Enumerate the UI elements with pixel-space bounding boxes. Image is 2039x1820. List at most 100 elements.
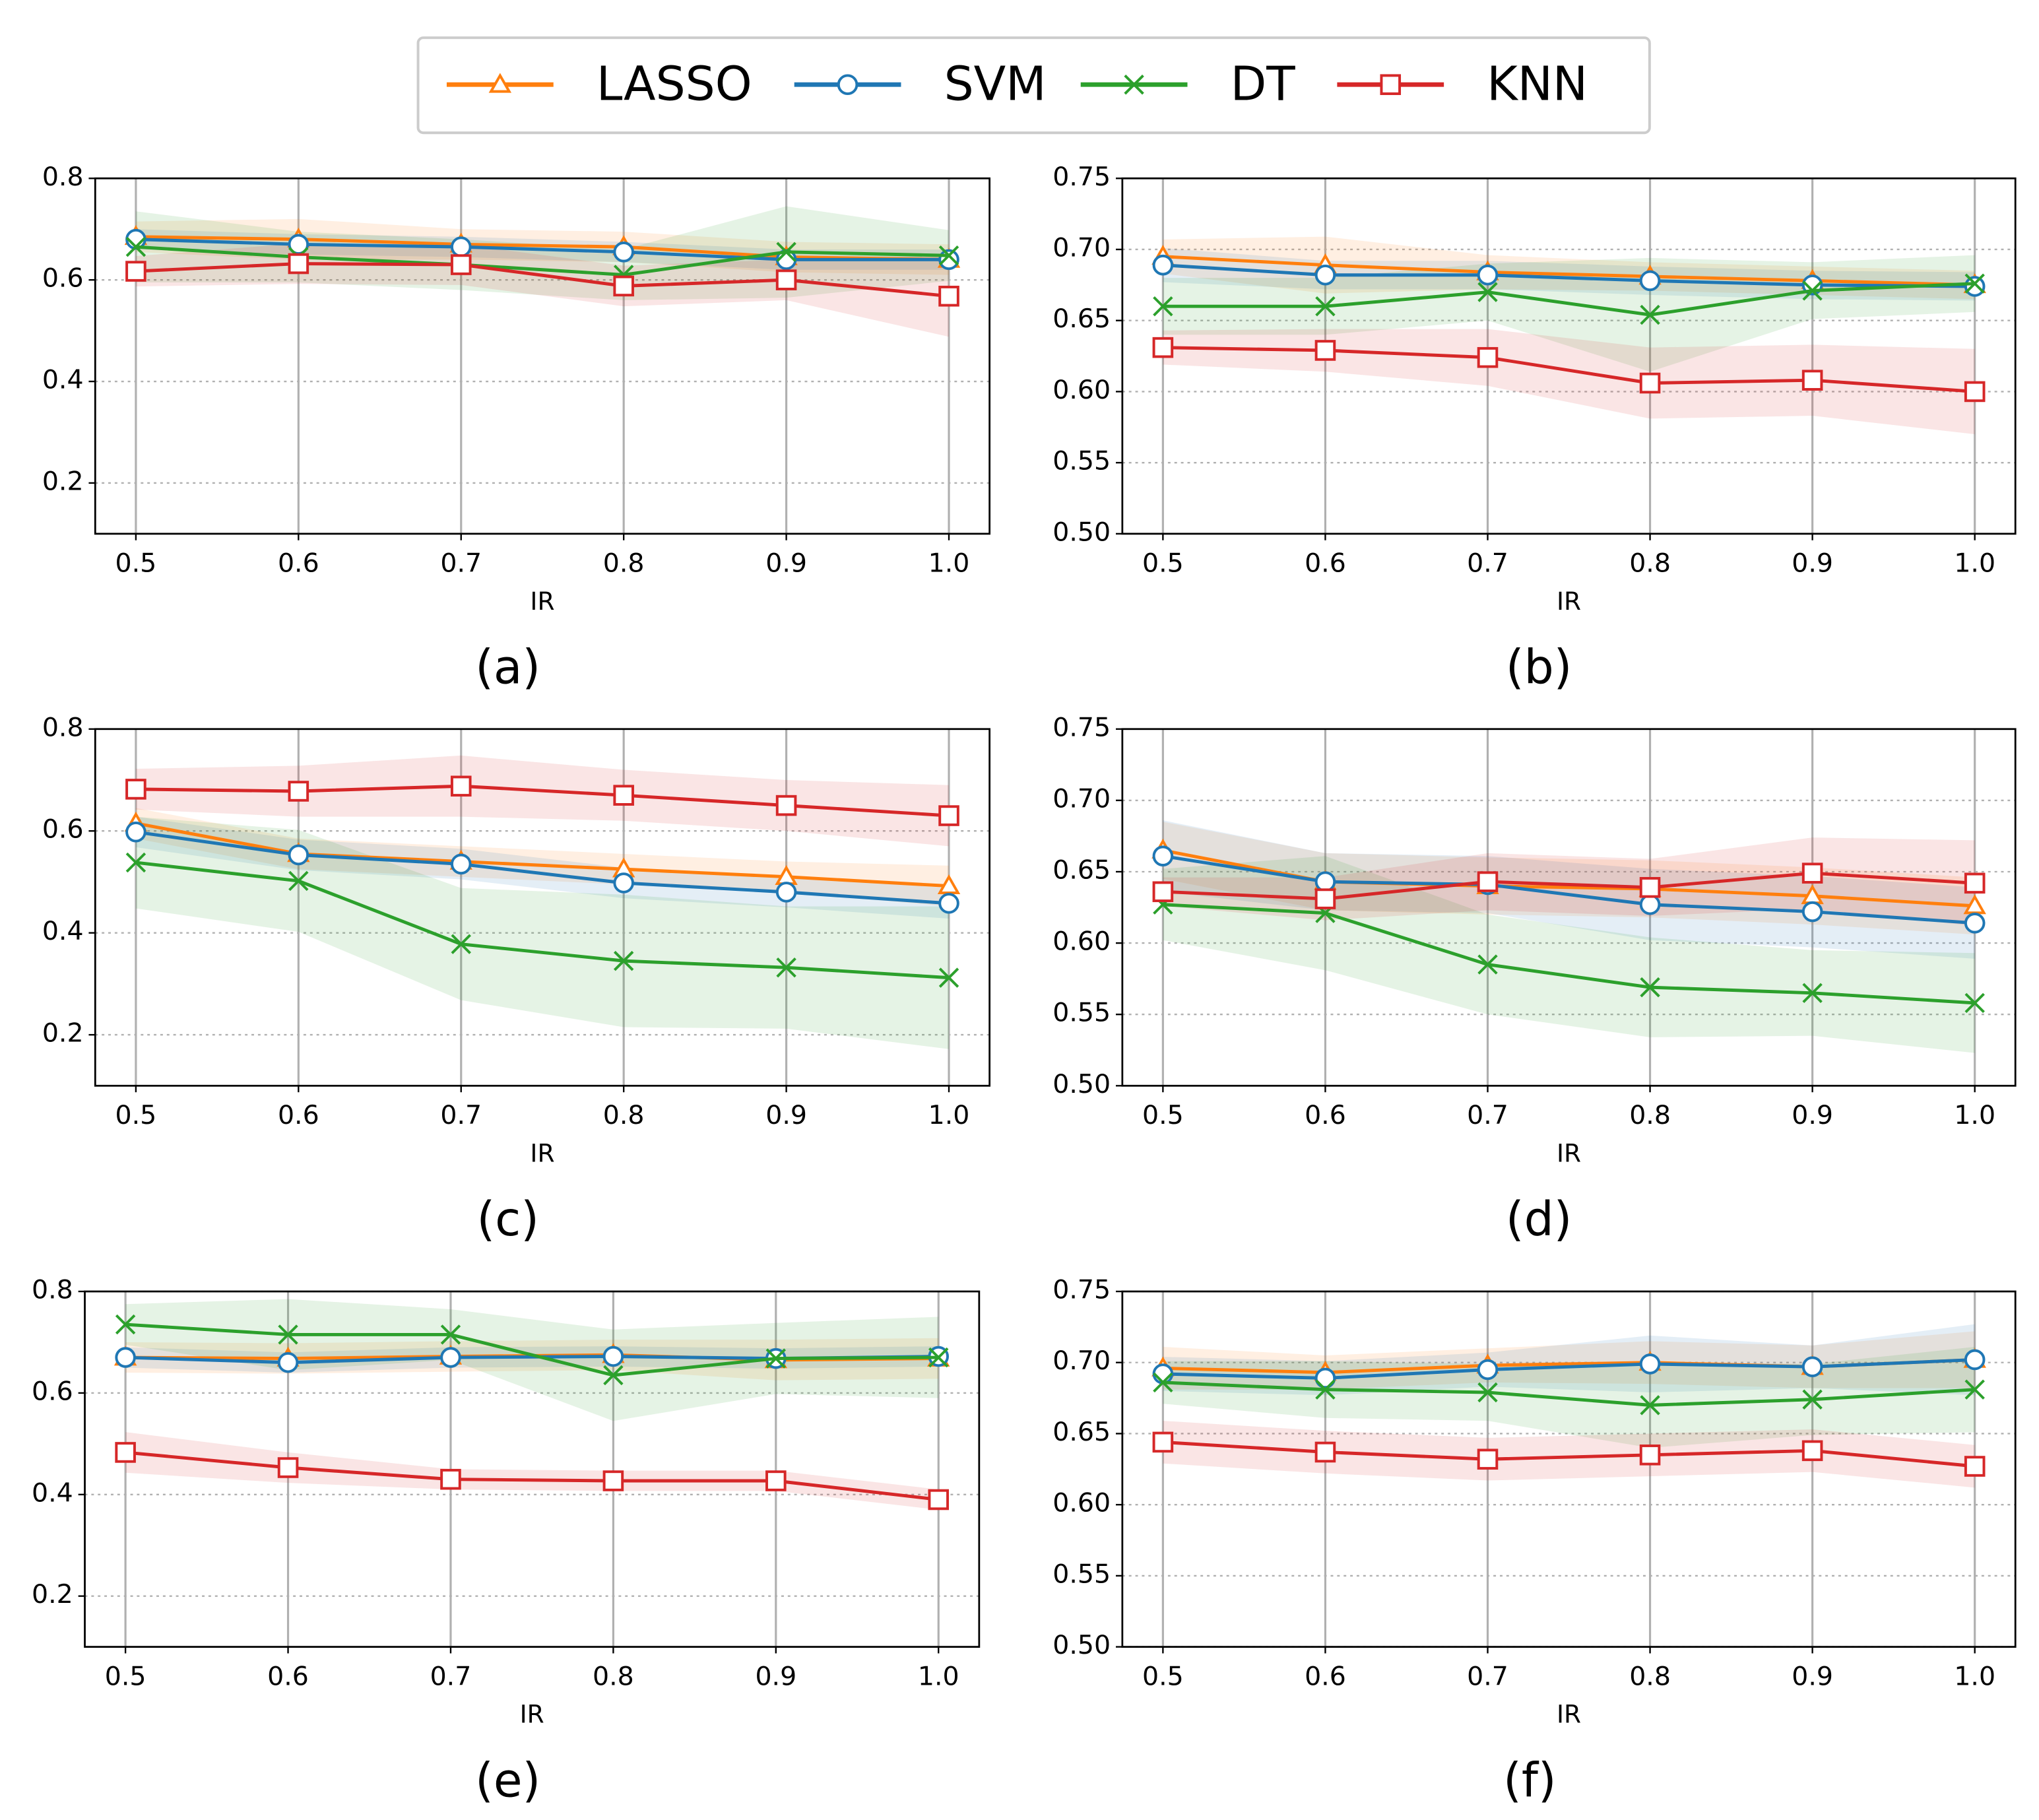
series-line <box>135 245 950 276</box>
x-tick-label: 0.6 <box>278 1100 319 1130</box>
marker <box>938 805 959 826</box>
y-tick-label: 0.75 <box>1052 162 1111 192</box>
marker <box>1152 1363 1174 1384</box>
marker <box>776 957 796 978</box>
y-tick-label: 0.6 <box>42 814 84 845</box>
marker <box>1802 983 1823 1003</box>
x-tick-label: 0.7 <box>1467 1661 1508 1691</box>
x-tick-label: 0.5 <box>105 1661 146 1691</box>
caption: (e) <box>475 1753 540 1807</box>
marker <box>440 1324 461 1345</box>
y-tick-label: 0.75 <box>1052 1275 1111 1305</box>
marker <box>602 1470 624 1491</box>
series-line <box>1163 346 1975 393</box>
marker <box>125 779 146 800</box>
subplot: 0.2 0.4 0.6 0.8 0.5 0.6 0.7 0.8 0.9 1.0 IR (e) <box>32 1275 981 1807</box>
x-tick-label: 0.5 <box>1142 548 1184 579</box>
y-tick-label: 0.65 <box>1052 1417 1111 1447</box>
x-tick-label: 0.9 <box>1792 1661 1833 1691</box>
axes-frame <box>1121 177 2017 535</box>
marker <box>1801 862 1823 884</box>
marker <box>1964 872 1986 894</box>
marker <box>1964 1379 1985 1400</box>
series-line <box>1163 282 1975 317</box>
marker <box>288 844 309 866</box>
x-tick-label: 0.7 <box>440 1100 482 1130</box>
error-band <box>1163 329 1975 435</box>
marker <box>938 249 959 271</box>
marker <box>602 1346 624 1367</box>
error-band <box>1163 856 1975 1053</box>
x-tick-label: 0.9 <box>765 1100 807 1130</box>
x-axis-label: IR <box>520 1700 544 1729</box>
x-axis-label: IR <box>1557 1700 1581 1729</box>
marker <box>1964 381 1986 403</box>
x-tick-label: 0.8 <box>603 548 645 579</box>
y-tick-label: 0.8 <box>32 1275 73 1305</box>
marker <box>1152 337 1174 358</box>
marker <box>1314 1367 1336 1389</box>
x-axis-label: IR <box>530 1138 554 1167</box>
marker <box>115 1314 136 1335</box>
error-band <box>1163 820 1975 959</box>
error-band <box>135 206 950 300</box>
marker <box>1639 270 1661 292</box>
marker <box>288 781 309 802</box>
marker <box>1639 894 1661 915</box>
marker <box>1152 1431 1174 1453</box>
marker <box>1964 273 1985 294</box>
x-tick-label: 0.8 <box>1629 1661 1671 1691</box>
x-tick-label: 0.9 <box>755 1661 796 1691</box>
marker <box>613 950 634 971</box>
series-line <box>135 235 950 261</box>
marker <box>1380 74 1402 96</box>
x-tick-label: 0.7 <box>1467 1100 1508 1130</box>
x-tick-label: 0.5 <box>115 548 157 579</box>
x-tick-label: 0.9 <box>1792 548 1833 579</box>
x-tick-label: 1.0 <box>1954 548 1995 579</box>
y-tick-label: 0.8 <box>42 162 84 192</box>
marker <box>125 236 146 257</box>
marker <box>776 242 796 263</box>
y-tick-label: 0.65 <box>1052 304 1111 334</box>
series-line <box>1163 1440 1975 1468</box>
x-tick-label: 0.8 <box>593 1661 634 1691</box>
marker <box>450 254 472 275</box>
marker <box>1801 901 1823 923</box>
marker <box>613 872 634 894</box>
y-tick-label: 0.50 <box>1052 1630 1111 1660</box>
x-tick-label: 0.7 <box>1467 548 1508 579</box>
y-tick-label: 0.2 <box>42 466 84 496</box>
marker <box>1964 1456 1986 1477</box>
marker <box>450 775 472 797</box>
marker <box>1640 1395 1660 1415</box>
marker <box>125 261 146 282</box>
y-tick-label: 0.70 <box>1052 783 1111 814</box>
plot-area <box>95 729 990 1086</box>
x-tick-label: 1.0 <box>1954 1100 1995 1130</box>
y-tick-label: 0.8 <box>42 712 84 742</box>
series-line <box>135 830 950 905</box>
y-tick-label: 0.2 <box>32 1579 73 1609</box>
series-line <box>135 238 950 261</box>
x-tick-label: 0.6 <box>1305 1661 1346 1691</box>
error-band <box>125 1346 939 1373</box>
marker <box>1477 1382 1498 1403</box>
plot-area <box>84 1291 979 1647</box>
x-tick-label: 0.8 <box>1629 1100 1671 1130</box>
marker <box>1153 1372 1173 1393</box>
marker <box>1477 871 1499 892</box>
plot-area <box>1122 729 2016 1086</box>
series-line <box>1162 854 1975 925</box>
marker <box>1640 977 1660 998</box>
y-tick-label: 0.55 <box>1052 446 1111 476</box>
caption: (f) <box>1503 1753 1556 1807</box>
y-tick-label: 0.50 <box>1052 517 1111 547</box>
x-tick-label: 0.5 <box>115 1100 157 1130</box>
series-line <box>1163 903 1975 1005</box>
legend-label: SVM <box>944 57 1047 112</box>
marker <box>938 285 959 307</box>
marker <box>278 1324 298 1345</box>
y-tick-label: 0.70 <box>1052 1346 1111 1376</box>
